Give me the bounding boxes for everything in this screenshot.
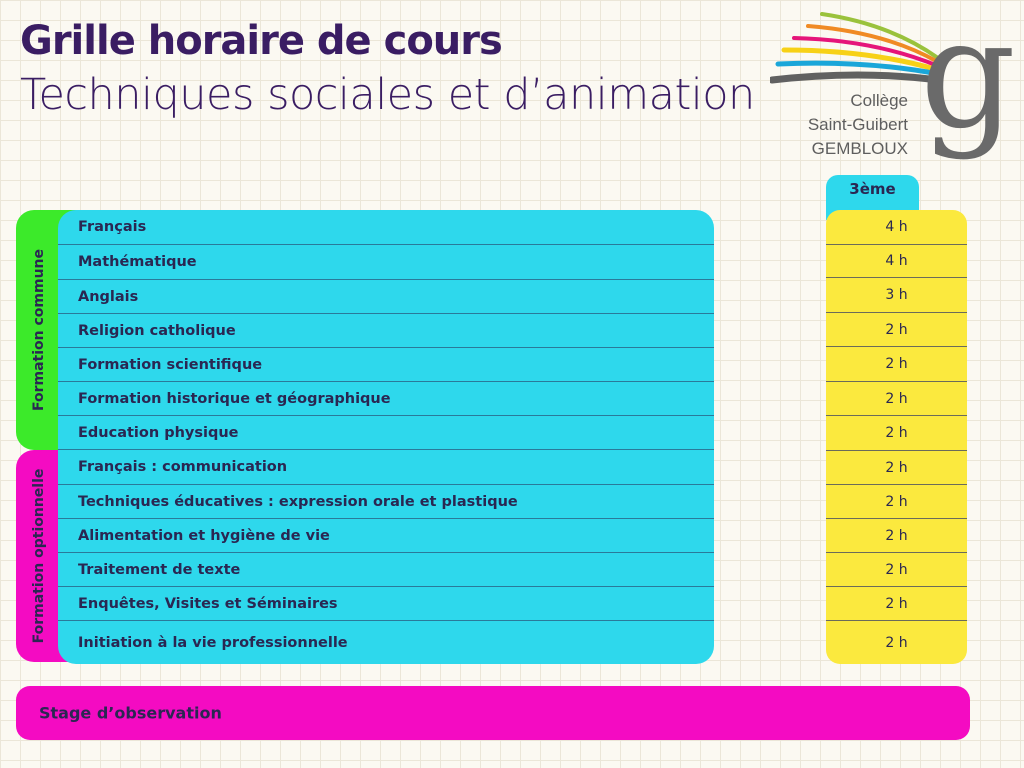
hours-row: 2 h [826, 519, 967, 553]
subject-name: Techniques éducatives : expression orale… [78, 493, 518, 510]
hours-row: 2 h [826, 416, 967, 451]
hours-value: 2 h [885, 459, 908, 476]
subject-name: Education physique [78, 424, 239, 441]
hours-value: 2 h [885, 493, 908, 510]
subject-name: Mathématique [78, 254, 197, 270]
subject-row: Techniques éducatives : expression orale… [58, 485, 714, 519]
subject-name: Religion catholique [78, 322, 236, 339]
college-logo: g Collège Saint-Guibert GEMBLOUX [770, 6, 1020, 186]
page-subtitle: Techniques sociales et d’animation [20, 70, 755, 120]
subject-row: Anglais [58, 280, 714, 314]
hours-row: 2 h [826, 382, 967, 416]
subject-row: Mathématique [58, 245, 714, 280]
subject-row: Education physique [58, 416, 714, 450]
subject-name: Initiation à la vie professionnelle [78, 634, 348, 651]
hours-row: 2 h [826, 621, 967, 664]
hours-value: 2 h [885, 321, 908, 338]
hours-value: 3 h [885, 287, 908, 303]
subject-name: Alimentation et hygiène de vie [78, 527, 330, 544]
hours-value: 2 h [885, 356, 908, 372]
stage-observation-label: Stage d’observation [39, 703, 222, 723]
subject-row: Formation historique et géographique [58, 382, 714, 416]
svg-text:g: g [920, 6, 1016, 162]
logo-swoosh-graphic: g [770, 6, 1016, 162]
hours-panel: 4 h 4 h 3 h 2 h 2 h 2 h 2 h 2 h 2 h 2 h … [826, 210, 967, 664]
hours-row: 2 h [826, 313, 967, 347]
hours-row: 2 h [826, 553, 967, 587]
subject-row: Alimentation et hygiène de vie [58, 519, 714, 553]
hours-value: 2 h [885, 390, 908, 407]
subject-name: Enquêtes, Visites et Séminaires [78, 595, 338, 612]
hours-row: 4 h [826, 245, 967, 278]
subject-name: Français : communication [78, 459, 288, 475]
logo-line-name: Saint-Guibert [807, 115, 908, 134]
subject-row: Formation scientifique [58, 348, 714, 382]
page-title: Grille horaire de cours [20, 18, 503, 64]
subject-row: Français : communication [58, 450, 714, 485]
subject-row: Traitement de texte [58, 553, 714, 587]
hours-value: 2 h [885, 634, 908, 651]
hours-value: 2 h [885, 595, 908, 612]
subject-row: Initiation à la vie professionnelle [58, 621, 714, 664]
subject-name: Formation scientifique [78, 356, 263, 373]
logo-line-city: GEMBLOUX [811, 139, 908, 158]
hours-row: 2 h [826, 347, 967, 382]
subject-name: Français [78, 219, 147, 235]
hours-row: 4 h [826, 210, 967, 245]
hours-row: 2 h [826, 451, 967, 485]
subject-name: Formation historique et géographique [78, 390, 391, 407]
hours-value: 2 h [885, 527, 908, 544]
subject-row: Français [58, 210, 714, 245]
hours-value: 2 h [885, 425, 908, 441]
formation-commune-label: Formation commune [31, 248, 47, 412]
hours-value: 4 h [885, 253, 908, 269]
hours-row: 2 h [826, 485, 967, 519]
subject-row: Religion catholique [58, 314, 714, 348]
formation-optionnelle-label: Formation optionnelle [31, 468, 47, 644]
logo-line-college: Collège [850, 91, 908, 110]
hours-value: 2 h [885, 561, 908, 578]
subjects-panel: Français Mathématique Anglais Religion c… [58, 210, 714, 664]
subject-name: Anglais [78, 288, 139, 305]
stage-observation-bar: Stage d’observation [16, 686, 970, 740]
hours-value: 4 h [885, 219, 908, 235]
grade-column-label: 3ème [849, 180, 896, 198]
subject-name: Traitement de texte [78, 561, 241, 578]
hours-row: 2 h [826, 587, 967, 621]
hours-row: 3 h [826, 278, 967, 313]
subject-row: Enquêtes, Visites et Séminaires [58, 587, 714, 621]
